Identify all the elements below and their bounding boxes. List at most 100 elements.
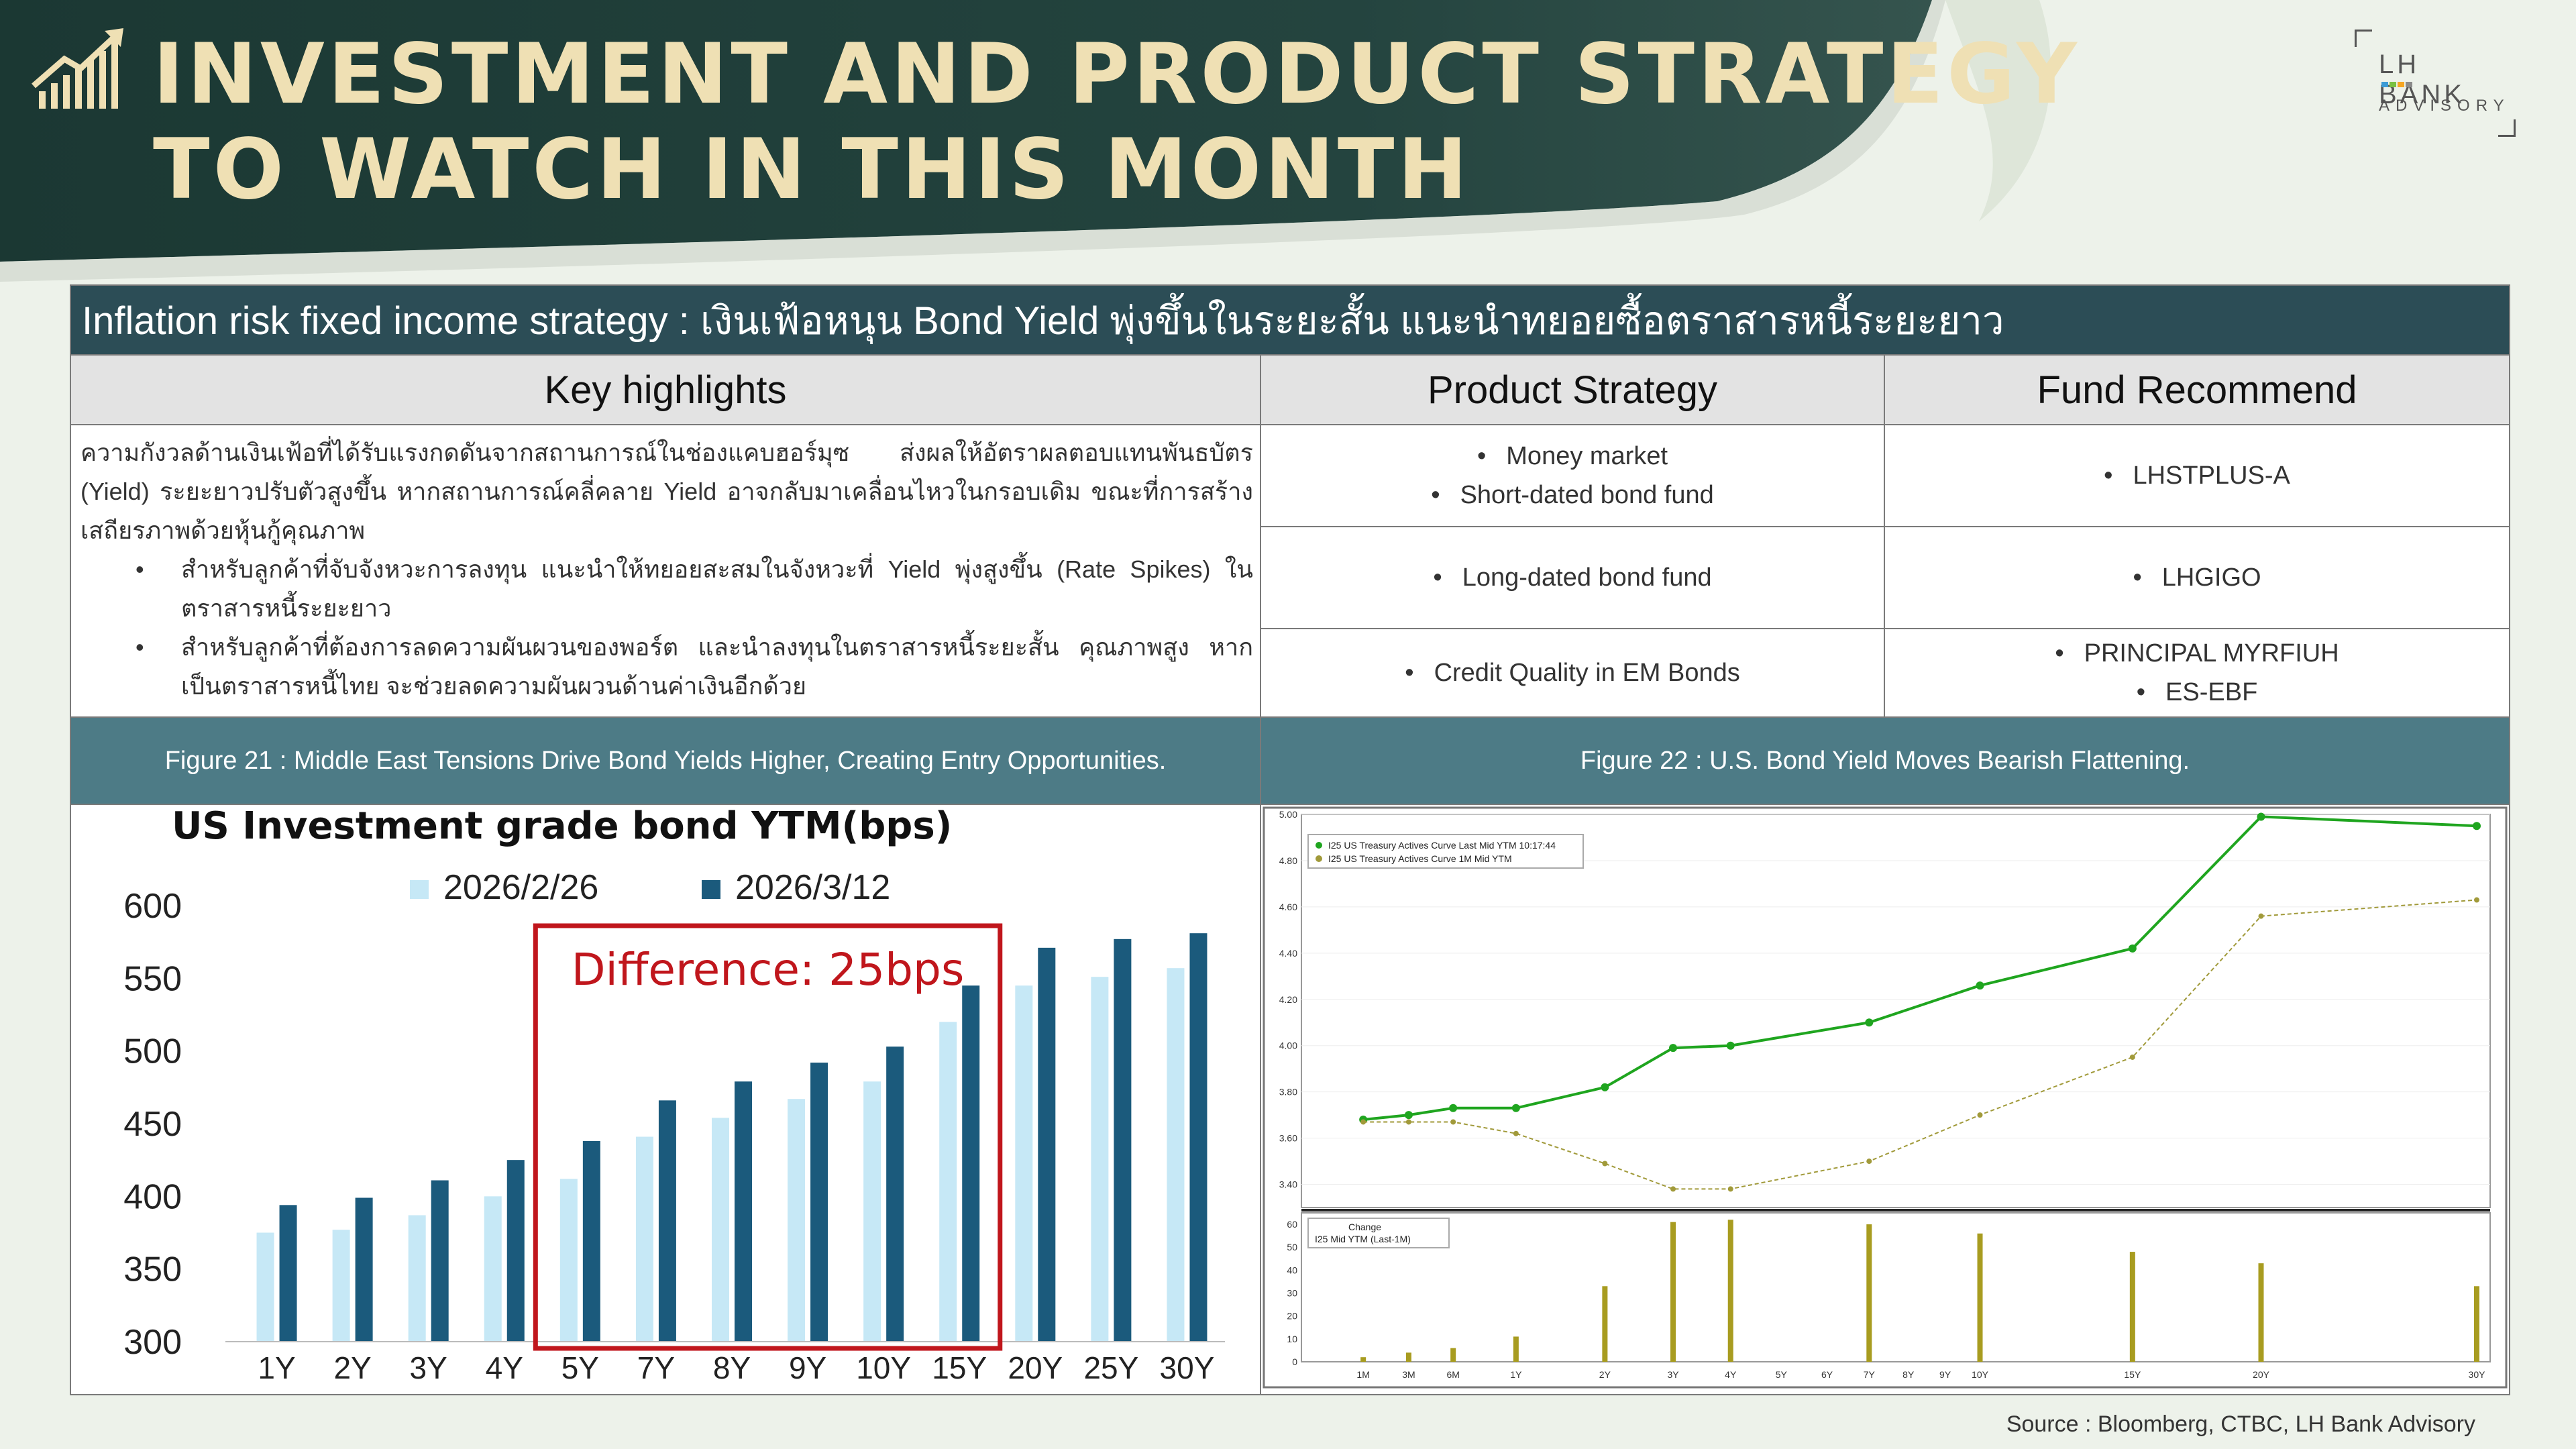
strategy-cell-3: Credit Quality in EM Bonds	[1260, 628, 1885, 718]
brand-logo: LH BANK ADVISORY	[2355, 30, 2516, 137]
bar	[939, 1022, 957, 1342]
change-bar	[1670, 1222, 1676, 1362]
fund-item: ES-EBF	[1885, 673, 2509, 712]
bar	[1189, 933, 1208, 1342]
strategy-table: Inflation risk fixed income strategy : เ…	[70, 284, 2510, 1395]
fund-cell-3: PRINCIPAL MYRFIUH ES-EBF	[1884, 628, 2510, 718]
chart-title: US Investment grade bond YTM(bps)	[172, 805, 952, 848]
bar	[355, 1197, 373, 1342]
change-bar	[1977, 1233, 1983, 1362]
data-point	[2128, 944, 2137, 953]
y-tick-label: 600	[123, 887, 182, 926]
legend-label: I25 US Treasury Actives Curve Last Mid Y…	[1328, 840, 1556, 851]
figure-21-cell: US Investment grade bond YTM(bps) 2026/2/…	[70, 804, 1261, 1395]
key-highlights-paragraph: ความกังวลด้านเงินเฟ้อที่ได้รับแรงกดดันจา…	[80, 439, 1253, 544]
strategy-item: Money market	[1261, 437, 1884, 476]
data-point	[1977, 1112, 1983, 1118]
bar	[1091, 977, 1109, 1342]
bar	[1114, 938, 1132, 1342]
y-tick-label: 4.20	[1279, 994, 1297, 1005]
x-tick-label: 6M	[1446, 1369, 1459, 1380]
x-tick-label: 9Y	[789, 1350, 826, 1385]
legend-label: I25 Mid YTM (Last-1M)	[1315, 1234, 1411, 1244]
curve-legend	[1307, 834, 1584, 869]
data-point	[2129, 1054, 2135, 1060]
figure-22-cell: 3.40 3.60 3.80 4.00 4.20 4.40 4.60 4.80 5.00 I25 …	[1260, 804, 2510, 1395]
header-fund-recommend: Fund Recommend	[1884, 354, 2510, 425]
table-title: Inflation risk fixed income strategy : เ…	[70, 284, 2510, 356]
data-point	[1976, 981, 1984, 990]
y-tick-label: 4.00	[1279, 1040, 1297, 1051]
figure-21-caption: Figure 21 : Middle East Tensions Drive B…	[70, 716, 1261, 805]
bar	[506, 1160, 525, 1342]
x-tick-label: 4Y	[1725, 1369, 1737, 1380]
us-treasury-curve-chart: 3.40 3.60 3.80 4.00 4.20 4.40 4.60 4.80 5.00 I25 …	[1263, 806, 2508, 1389]
data-point	[1513, 1130, 1519, 1136]
bar	[582, 1141, 600, 1342]
change-bar	[1513, 1336, 1519, 1362]
x-tick-label: 3Y	[410, 1350, 447, 1385]
data-point	[2258, 913, 2264, 919]
legend-marker	[1316, 842, 1322, 849]
x-tick-label: 10Y	[856, 1350, 911, 1385]
data-point	[1866, 1159, 1872, 1165]
data-point	[1669, 1044, 1678, 1053]
bar	[962, 985, 980, 1342]
y-tick-label: 10	[1287, 1334, 1297, 1344]
figure-22-caption: Figure 22 : U.S. Bond Yield Moves Bearis…	[1260, 716, 2510, 805]
strategy-item: Credit Quality in EM Bonds	[1261, 653, 1884, 692]
data-point	[1404, 1111, 1413, 1120]
y-tick-label: 30	[1287, 1288, 1297, 1299]
data-point	[1670, 1186, 1676, 1192]
x-tick-label: 8Y	[713, 1350, 751, 1385]
growth-chart-icon	[32, 28, 123, 109]
legend-label: I25 US Treasury Actives Curve 1M Mid YTM	[1328, 853, 1512, 864]
key-highlight-bullet: สำหรับลูกค้าที่จับจังหวะการลงทุน แนะนำให…	[80, 550, 1253, 628]
y-tick-label: 4.80	[1279, 855, 1297, 866]
x-tick-label: 25Y	[1083, 1350, 1138, 1385]
bar	[635, 1136, 653, 1342]
x-tick-label: 20Y	[1008, 1350, 1063, 1385]
fund-item: LHSTPLUS-A	[1885, 456, 2509, 495]
change-panel	[1301, 1212, 2491, 1362]
x-tick-label: 9Y	[1939, 1369, 1951, 1380]
bar	[886, 1046, 904, 1342]
x-tick-label: 20Y	[2253, 1369, 2270, 1380]
bar	[484, 1196, 502, 1342]
difference-label: Difference: 25bps	[572, 944, 965, 996]
y-tick-label: 400	[123, 1177, 182, 1216]
x-tick-label: 3M	[1402, 1369, 1415, 1380]
data-point	[1602, 1161, 1608, 1167]
header-product-strategy: Product Strategy	[1260, 354, 1885, 425]
legend-label: 2026/3/12	[735, 868, 890, 907]
data-point	[2257, 812, 2265, 821]
data-point	[1449, 1104, 1458, 1112]
x-tick-label: 5Y	[1776, 1369, 1788, 1380]
x-tick-label: 30Y	[1160, 1350, 1215, 1385]
y-tick-label: 350	[123, 1250, 182, 1289]
x-tick-label: 7Y	[1864, 1369, 1876, 1380]
x-tick-label: 4Y	[486, 1350, 523, 1385]
y-tick-label: 4.60	[1279, 902, 1297, 912]
series-line	[1362, 815, 2477, 1121]
change-bar	[2258, 1263, 2264, 1362]
brand-color-bars	[2381, 82, 2412, 87]
x-tick-label: 3Y	[1667, 1369, 1679, 1380]
bar	[431, 1180, 449, 1342]
fund-item: PRINCIPAL MYRFIUH	[1885, 634, 2509, 673]
change-bar	[1727, 1220, 1733, 1362]
legend-swatch	[410, 880, 429, 899]
y-tick-label: 500	[123, 1032, 182, 1071]
bar	[788, 1099, 806, 1342]
bar	[332, 1230, 350, 1342]
x-tick-label: 2Y	[1599, 1369, 1611, 1380]
y-tick-label: 550	[123, 959, 182, 998]
ig-bond-ytm-chart: US Investment grade bond YTM(bps) 2026/2/…	[123, 805, 1225, 1385]
change-bar	[2474, 1286, 2479, 1362]
data-point	[2473, 822, 2481, 830]
data-point	[1601, 1083, 1609, 1091]
x-tick-label: 15Y	[932, 1350, 987, 1385]
y-tick-label: 3.40	[1279, 1179, 1297, 1190]
y-tick-label: 3.80	[1279, 1087, 1297, 1097]
bar	[658, 1100, 676, 1342]
